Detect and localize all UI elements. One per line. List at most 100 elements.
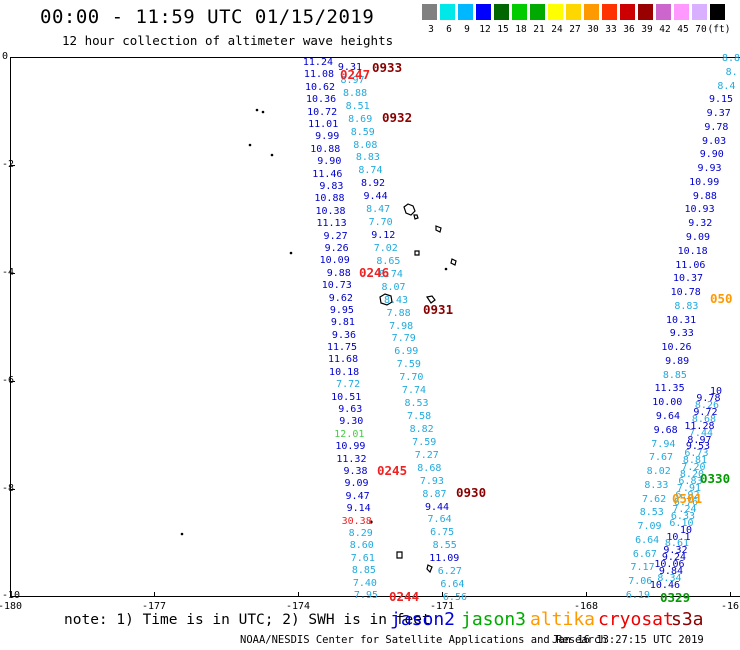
colorbar-label: 30	[587, 24, 599, 35]
wave-height-value: 8.74	[378, 268, 403, 280]
colorbar-label: 36	[623, 24, 635, 35]
wave-height-value: 9.78	[704, 121, 729, 133]
y-axis-tick	[10, 273, 15, 274]
wave-height-value: 8.4	[717, 80, 736, 92]
wave-height-value: 10	[679, 524, 692, 536]
wave-height-value: 9.62	[328, 292, 353, 304]
wave-height-value: 8.34	[657, 573, 682, 585]
atoll-dot	[180, 532, 184, 536]
wave-height-value: 8.8	[721, 53, 740, 64]
wave-height-value: 9.33	[669, 328, 694, 340]
wave-height-value: 9.95	[329, 304, 354, 316]
wave-height-value: 6.67	[632, 548, 657, 560]
y-axis-label: -2	[2, 159, 15, 170]
wave-height-value: 9.09	[685, 232, 710, 243]
colorbar-label: 33	[605, 24, 617, 35]
wave-height-value: 8.87	[422, 488, 447, 500]
colorbar-swatch	[476, 4, 491, 20]
wave-height-value: 12.01	[334, 428, 365, 440]
wave-height-value: 7.62	[642, 493, 667, 505]
wave-height-value: 11.01	[308, 118, 339, 130]
wave-height-value: 11.08	[303, 69, 335, 81]
wave-height-value: 11.06	[675, 259, 706, 271]
wave-height-value: 9.15	[708, 94, 734, 106]
colorbar-swatch	[602, 4, 617, 20]
wave-height-value: 6.92	[675, 489, 700, 501]
wave-height-value: 10.93	[684, 204, 715, 216]
wave-height-value: 8.20	[679, 469, 704, 481]
x-axis-tick	[298, 592, 299, 597]
wave-height-value: 9.90	[317, 156, 342, 168]
wave-height-value: 8.33	[644, 479, 669, 491]
colorbar-swatch	[620, 4, 635, 20]
colorbar-label: 18	[515, 24, 527, 35]
colorbar-swatch	[494, 4, 509, 20]
wave-height-value: 10.26	[661, 342, 692, 354]
colorbar-label: 42	[659, 24, 671, 35]
wave-height-value: 8.82	[409, 423, 434, 435]
wave-height-value: 11.09	[429, 553, 460, 565]
wave-height-value: 9.64	[655, 411, 680, 422]
wave-height-value: 8.85	[662, 369, 687, 381]
x-axis-label: -168	[573, 601, 599, 612]
wave-height-value: 9.72	[693, 406, 718, 418]
wave-height-value: 9.84	[658, 566, 683, 578]
wave-height-value: 8.60	[349, 540, 374, 552]
wave-height-value: 10.31	[666, 314, 697, 326]
x-axis-tick	[730, 592, 731, 597]
wave-height-value: 6.83	[678, 476, 703, 488]
wave-height-value: 10.72	[307, 106, 338, 118]
colorbar-label: 21	[533, 24, 545, 35]
colorbar-swatch	[656, 4, 671, 20]
wave-height-value: 10.62	[304, 81, 336, 93]
wave-height-value: 10.18	[677, 245, 708, 257]
wave-height-value: 7.27	[414, 449, 439, 461]
y-axis-tick	[10, 596, 15, 597]
wave-height-value: 11.32	[336, 453, 367, 465]
wave-height-value: 7.67	[648, 452, 674, 464]
colorbar-swatch	[674, 4, 689, 20]
wave-height-value: 9.31	[337, 62, 362, 73]
wave-height-value: 7.72	[336, 379, 361, 391]
page-title: 00:00 - 11:59 UTC 01/15/2019	[40, 6, 375, 28]
colorbar-swatch	[422, 4, 437, 20]
wave-height-value: 8.61	[664, 538, 689, 550]
wave-height-value: 9.53	[685, 441, 710, 453]
wave-height-value: 9.03	[702, 135, 727, 147]
wave-height-value: 7.88	[386, 307, 411, 319]
wave-height-value: 10.36	[306, 94, 337, 106]
pass-time-label: 0930	[456, 485, 487, 500]
atoll-dot	[255, 108, 259, 112]
wave-height-value: 11.35	[654, 383, 685, 395]
wave-height-value: 10.1	[666, 531, 691, 543]
wave-height-value: 7.44	[688, 427, 713, 439]
wave-height-value: 8.65	[376, 255, 401, 267]
y-axis-tick	[10, 57, 15, 58]
colorbar-swatch	[710, 4, 725, 20]
wave-height-value: 7.64	[427, 514, 452, 526]
colorbar-swatch	[440, 4, 455, 20]
wave-height-value: 6.64	[635, 534, 660, 546]
x-axis-label: -16	[720, 601, 740, 612]
island-shape	[426, 295, 436, 304]
wave-height-value: 11.24	[302, 57, 333, 68]
wave-height-value: 11.75	[326, 342, 358, 354]
wave-height-value: 9.30	[339, 416, 364, 428]
y-axis-label: -4	[2, 267, 15, 278]
wave-height-value: 10	[709, 386, 722, 397]
wave-height-value: 8.	[725, 66, 738, 78]
pass-time-label: 0244	[389, 589, 420, 604]
wave-height-value: 9.09	[344, 478, 369, 490]
island-shape	[403, 203, 416, 216]
wave-height-value: 6.76	[673, 496, 698, 508]
colorbar-label: 6	[446, 24, 452, 35]
wave-height-value: 8.43	[384, 294, 409, 306]
wave-height-value: 8.83	[355, 152, 380, 164]
pass-time-label: 0330	[700, 471, 731, 486]
island-shape	[435, 225, 442, 233]
wave-height-value: 6.64	[440, 579, 465, 591]
wave-height-value: 6.56	[442, 592, 467, 603]
legend-entry-jason3: jason3	[461, 609, 527, 630]
